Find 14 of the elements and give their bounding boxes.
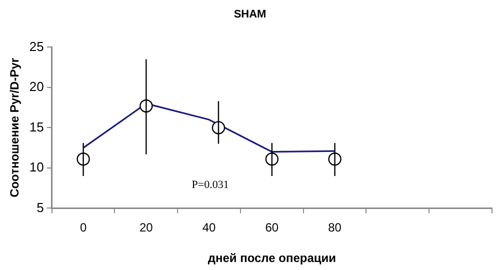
x-axis-title: дней после операции (208, 251, 336, 266)
y-tick-label: 25 (29, 38, 44, 54)
y-tick-label: 5 (36, 200, 44, 215)
x-tick-label: 60 (265, 220, 279, 235)
y-axis-title: Соотношение Pyr/D-Pyr (8, 58, 22, 198)
y-tick-label: 10 (29, 160, 44, 175)
x-tick-label: 20 (139, 220, 154, 235)
x-tick-label: 40 (202, 220, 216, 235)
x-tick-label: 0 (80, 220, 87, 235)
x-tick-label: 80 (328, 220, 342, 235)
y-tick-label: 20 (29, 79, 44, 94)
chart-title: SHAM (234, 8, 266, 21)
annotation: P=0.031 (192, 179, 229, 192)
y-tick-label: 15 (29, 119, 44, 134)
